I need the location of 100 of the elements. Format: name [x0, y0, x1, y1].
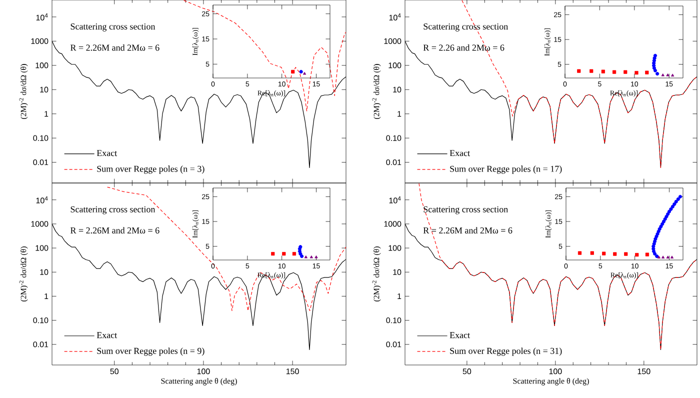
y-tick-label: 1000 — [384, 38, 402, 44]
point — [601, 70, 605, 74]
point — [672, 202, 676, 206]
point — [645, 70, 649, 74]
point — [577, 69, 581, 73]
point — [652, 242, 656, 246]
annotation: Scattering cross section — [424, 206, 508, 214]
point — [666, 212, 670, 216]
annotation: R = 2.26M and 2Mω = 6 — [423, 227, 512, 234]
point — [671, 74, 674, 77]
y-tick-label: 0.01 — [33, 342, 48, 348]
y-tick-label: 10 — [393, 86, 402, 92]
point — [624, 252, 628, 256]
point — [578, 251, 582, 255]
point — [676, 197, 680, 201]
legend-label: Sum over Regge poles (n = 3) — [97, 166, 204, 174]
y-tick-label: 10$^{4}$ — [36, 13, 48, 20]
point — [602, 252, 606, 256]
x-tick-label: 50 — [110, 368, 119, 374]
point — [670, 204, 674, 208]
legend-label: Sum over Regge poles (n = 17) — [450, 166, 562, 174]
y-tick-label: 10$^{4}$ — [389, 13, 401, 20]
y-tick-label: 10 — [40, 86, 48, 92]
point — [653, 68, 658, 72]
y-tick-label: 1 — [44, 293, 48, 299]
point — [670, 256, 674, 259]
point — [654, 234, 658, 238]
point — [661, 256, 665, 259]
point — [669, 207, 673, 211]
y-axis-title: (2M)$^{-2}$ dσ/dΩ (θ) — [19, 64, 28, 119]
point — [635, 252, 639, 257]
y-tick-label: 10 — [393, 269, 402, 275]
x-axis-title: Scattering angle θ (deg) — [513, 378, 589, 386]
y-tick-label: 1 — [398, 293, 402, 299]
x-tick-label: 50 — [462, 368, 472, 374]
point — [667, 210, 672, 214]
point — [664, 214, 668, 218]
point — [590, 251, 594, 255]
line-series — [184, 0, 346, 112]
point — [652, 244, 656, 248]
legend-label: Exact — [450, 332, 470, 338]
annotation: Scattering cross section — [70, 23, 156, 32]
point — [656, 230, 660, 234]
annotation: Scattering cross section — [424, 23, 508, 32]
y-tick-label: 10$^{4}$ — [36, 196, 48, 204]
point — [652, 252, 657, 256]
point — [656, 72, 660, 76]
point — [678, 194, 682, 198]
point — [656, 232, 660, 236]
y-tick-label: 100 — [36, 245, 48, 251]
y-tick-label: 0.10 — [33, 317, 48, 324]
point — [666, 73, 670, 76]
y-tick-label: 100 — [388, 62, 402, 68]
point — [654, 237, 658, 241]
point — [634, 70, 638, 75]
legend-label: Sum over Regge poles (n = 31) — [450, 348, 562, 356]
point — [663, 217, 667, 221]
point — [658, 227, 662, 231]
point — [624, 70, 628, 74]
y-tick-label: 1 — [44, 111, 48, 117]
point — [660, 222, 664, 226]
y-tick-label: 0.01 — [386, 342, 402, 348]
x-axis-title: Scattering angle θ (deg) — [161, 378, 237, 386]
point — [652, 247, 656, 251]
annotation: R = 2.26 and 2Mω = 6 — [423, 44, 504, 51]
x-tick-label: 150 — [286, 368, 299, 374]
annotation: R = 2.26M and 2Mω = 6 — [70, 227, 160, 234]
y-tick-label: 0.10 — [33, 135, 48, 141]
legend-label: Sum over Regge poles (n = 9) — [97, 348, 204, 356]
annotation: R = 2.26M and 2Mω = 6 — [70, 44, 160, 51]
point — [613, 252, 617, 256]
point — [653, 54, 658, 58]
y-axis-title: (2M)$^{-2}$ dσ/dΩ (θ) — [372, 64, 381, 119]
point — [674, 200, 678, 204]
y-tick-label: 1000 — [384, 221, 402, 227]
y-tick-label: 10 — [40, 269, 48, 275]
y-tick-label: 0.10 — [386, 135, 402, 141]
legend-label: Exact — [450, 150, 470, 156]
point — [659, 224, 663, 228]
y-tick-label: 10$^{4}$ — [389, 196, 401, 204]
legend-label: Exact — [96, 332, 118, 338]
point — [652, 58, 656, 62]
point — [661, 73, 664, 76]
y-tick-label: 0.10 — [386, 317, 402, 324]
point — [645, 252, 650, 256]
y-axis-title: (2M)$^{-2}$ dσ/dΩ (θ) — [372, 246, 381, 302]
point — [652, 56, 656, 60]
annotation: Scattering cross section — [70, 206, 156, 214]
point — [662, 220, 666, 224]
y-tick-label: 1000 — [31, 38, 48, 44]
point — [612, 70, 616, 74]
y-tick-label: 0.01 — [386, 159, 402, 166]
point — [666, 256, 670, 259]
y-tick-label: 1 — [398, 111, 402, 117]
y-axis-title: (2M)$^{-2}$ dσ/dΩ (θ) — [19, 246, 28, 302]
legend-label: Exact — [96, 150, 118, 156]
point — [590, 69, 594, 73]
y-tick-label: 1000 — [31, 221, 48, 227]
y-tick-label: 0.01 — [33, 159, 48, 166]
y-tick-label: 100 — [388, 245, 402, 251]
